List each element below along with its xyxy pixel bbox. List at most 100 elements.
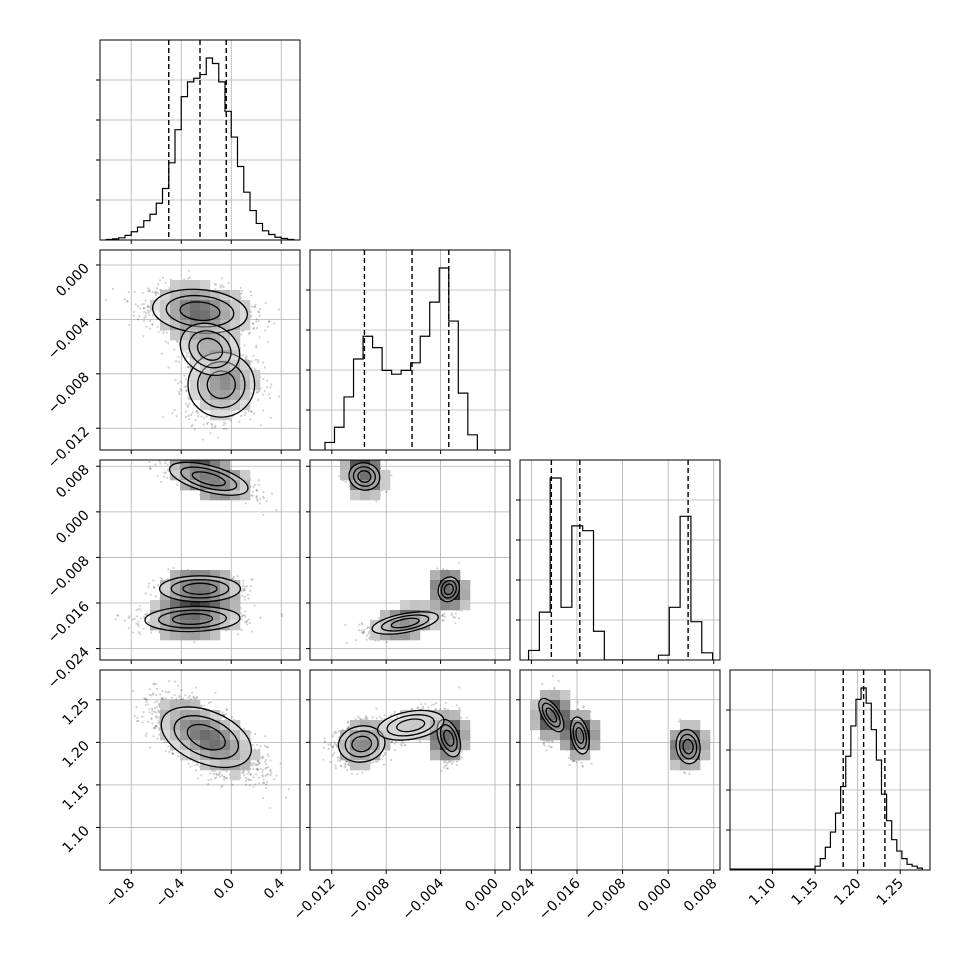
scatter-point bbox=[243, 585, 247, 588]
scatter-point bbox=[262, 490, 265, 494]
scatter-point bbox=[249, 589, 252, 592]
scatter-point bbox=[167, 342, 170, 345]
scatter-point bbox=[147, 311, 150, 314]
scatter-point bbox=[155, 457, 157, 459]
panel-1-1 bbox=[310, 250, 510, 450]
scatter-point bbox=[145, 325, 148, 328]
scatter-point bbox=[240, 289, 243, 292]
panel-frame-1-1 bbox=[309, 249, 511, 451]
scatter-point bbox=[243, 595, 246, 599]
scatter-point bbox=[142, 303, 145, 306]
scatter-point bbox=[266, 325, 269, 328]
scatter-point bbox=[253, 306, 256, 309]
scatter-point bbox=[132, 631, 135, 634]
scatter-point bbox=[152, 586, 156, 589]
scatter-point bbox=[241, 589, 244, 592]
scatter-point bbox=[251, 494, 254, 497]
scatter-point bbox=[148, 461, 151, 464]
scatter-point bbox=[255, 318, 258, 321]
scatter-point bbox=[142, 335, 145, 338]
scatter-point bbox=[156, 287, 159, 290]
scatter-point bbox=[123, 619, 126, 622]
scatter-point bbox=[257, 479, 260, 482]
scatter-point bbox=[264, 302, 267, 305]
scatter-point bbox=[185, 457, 187, 459]
scatter-point bbox=[240, 414, 243, 418]
scatter-point bbox=[143, 310, 146, 313]
scatter-point bbox=[256, 391, 259, 394]
panel-frame-0-0 bbox=[99, 39, 301, 241]
scatter-point bbox=[211, 423, 214, 427]
scatter-point bbox=[249, 585, 252, 588]
scatter-point bbox=[151, 323, 154, 326]
scatter-point bbox=[173, 455, 175, 457]
scatter-point bbox=[197, 415, 200, 418]
scatter-point bbox=[243, 414, 246, 417]
scatter-point bbox=[143, 307, 146, 310]
scatter-point bbox=[154, 310, 157, 313]
scatter-point bbox=[127, 291, 130, 294]
scatter-point bbox=[171, 412, 174, 415]
scatter-point bbox=[227, 281, 230, 284]
scatter-point bbox=[132, 314, 135, 317]
scatter-point bbox=[185, 416, 188, 419]
scatter-point bbox=[136, 318, 140, 321]
scatter-point bbox=[147, 305, 150, 309]
panel-2-2 bbox=[520, 460, 720, 660]
scatter-point bbox=[162, 331, 165, 334]
hist-line-2 bbox=[527, 477, 714, 660]
scatter-point bbox=[184, 410, 187, 413]
scatter-point bbox=[134, 303, 137, 306]
scatter-point bbox=[268, 320, 271, 323]
scatter-point bbox=[144, 592, 147, 595]
scatter-point bbox=[257, 310, 260, 313]
scatter-point bbox=[160, 453, 162, 455]
scatter-point bbox=[205, 422, 209, 425]
scatter-point bbox=[236, 633, 239, 636]
scatter-point bbox=[248, 331, 251, 334]
scatter-point bbox=[261, 393, 264, 396]
scatter-point bbox=[187, 397, 191, 400]
hist-line-1 bbox=[324, 267, 478, 450]
scatter-point bbox=[177, 382, 180, 385]
scatter-point bbox=[155, 291, 158, 295]
scatter-point bbox=[219, 284, 222, 287]
scatter-point bbox=[177, 355, 180, 358]
scatter-point bbox=[214, 288, 217, 291]
scatter-point bbox=[250, 294, 253, 297]
contours-1-0 bbox=[151, 288, 256, 418]
scatter-point bbox=[259, 616, 262, 619]
scatter-point bbox=[149, 309, 152, 313]
scatter-point bbox=[179, 380, 182, 384]
scatter-point bbox=[238, 420, 241, 423]
scatter-point bbox=[162, 455, 164, 457]
scatter-point bbox=[159, 462, 162, 465]
scatter-point bbox=[251, 322, 255, 325]
scatter-point bbox=[241, 594, 244, 597]
scatter-point bbox=[148, 288, 151, 291]
scatter-point bbox=[244, 411, 247, 414]
scatter-point bbox=[255, 495, 258, 498]
scatter-point bbox=[211, 426, 214, 429]
scatter-point bbox=[258, 336, 261, 339]
scatter-point bbox=[166, 476, 169, 479]
density-cell bbox=[170, 280, 181, 291]
scatter-point bbox=[213, 282, 216, 286]
scatter-point bbox=[253, 483, 257, 486]
scatter-point bbox=[147, 582, 150, 585]
scatter-point bbox=[161, 352, 164, 355]
scatter-point bbox=[156, 458, 158, 460]
scatter-point bbox=[187, 414, 190, 417]
scatter-point bbox=[255, 320, 258, 323]
scatter-point bbox=[239, 286, 242, 289]
scatter-point bbox=[214, 424, 217, 427]
scatter-point bbox=[138, 604, 141, 607]
scatter-point bbox=[225, 427, 228, 431]
scatter-point bbox=[139, 307, 142, 310]
scatter-point bbox=[173, 409, 176, 412]
scatter-point bbox=[244, 502, 247, 505]
scatter-point bbox=[142, 306, 145, 310]
scatter-point bbox=[255, 327, 259, 330]
scatter-point bbox=[277, 308, 280, 311]
scatter-point bbox=[258, 314, 261, 317]
